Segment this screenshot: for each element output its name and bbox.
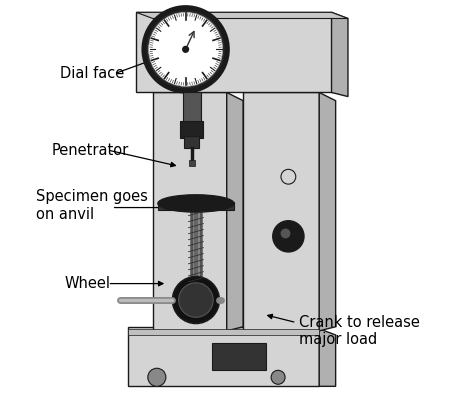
- Circle shape: [281, 229, 291, 238]
- FancyBboxPatch shape: [137, 12, 331, 92]
- FancyBboxPatch shape: [158, 202, 234, 210]
- Text: Specimen goes
on anvil: Specimen goes on anvil: [36, 189, 147, 222]
- Circle shape: [149, 12, 223, 86]
- FancyBboxPatch shape: [128, 329, 319, 335]
- FancyBboxPatch shape: [153, 92, 227, 331]
- Text: Crank to release
major load: Crank to release major load: [299, 315, 419, 347]
- Text: Penetrator: Penetrator: [52, 143, 129, 157]
- Circle shape: [183, 46, 189, 52]
- Text: Dial face: Dial face: [60, 67, 125, 81]
- Polygon shape: [331, 12, 348, 97]
- Polygon shape: [319, 92, 336, 331]
- Circle shape: [281, 169, 296, 184]
- Circle shape: [146, 10, 225, 88]
- FancyBboxPatch shape: [128, 327, 319, 386]
- FancyBboxPatch shape: [212, 343, 266, 370]
- Polygon shape: [227, 92, 243, 331]
- FancyBboxPatch shape: [184, 136, 199, 148]
- Polygon shape: [319, 329, 336, 386]
- FancyBboxPatch shape: [180, 121, 203, 138]
- Circle shape: [148, 368, 166, 386]
- FancyBboxPatch shape: [189, 160, 195, 166]
- Circle shape: [143, 6, 229, 92]
- FancyBboxPatch shape: [183, 92, 201, 123]
- Circle shape: [179, 283, 213, 317]
- Circle shape: [273, 221, 304, 252]
- Circle shape: [173, 277, 219, 323]
- Text: Wheel: Wheel: [64, 276, 110, 291]
- Polygon shape: [137, 12, 348, 18]
- FancyBboxPatch shape: [243, 92, 319, 331]
- Circle shape: [271, 370, 285, 384]
- Ellipse shape: [158, 195, 234, 212]
